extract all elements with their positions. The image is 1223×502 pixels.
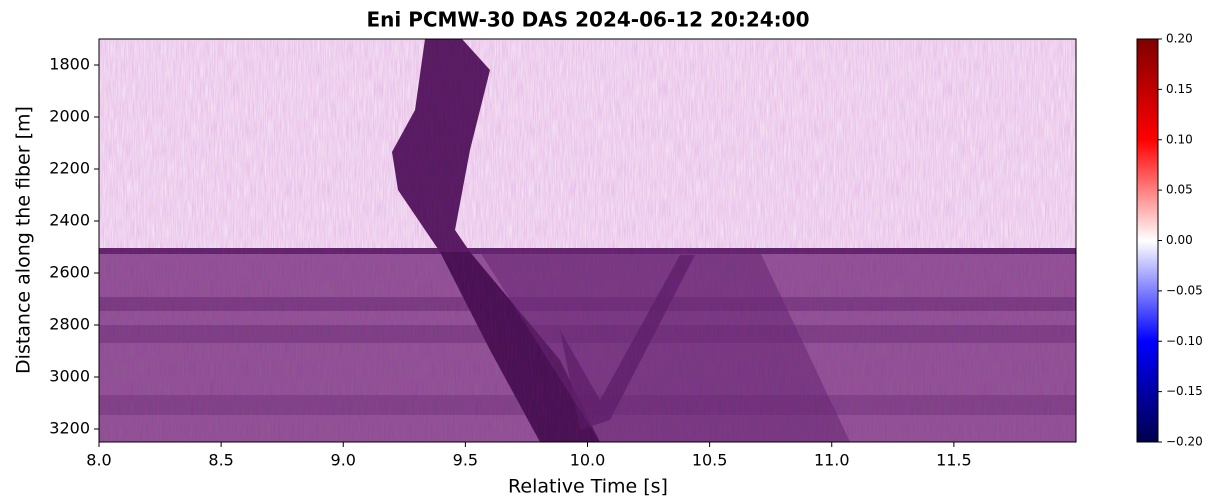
- y-tick-label: 2800: [49, 315, 90, 334]
- colorbar-tick-label: −0.05: [1166, 283, 1203, 297]
- colorbar: [1136, 38, 1159, 443]
- colorbar-tick-label: 0.05: [1166, 183, 1193, 197]
- colorbar-tick-label: −0.20: [1166, 435, 1203, 449]
- y-axis-label: Distance along the fiber [m]: [13, 106, 35, 374]
- y-tick-label: 3000: [49, 367, 90, 386]
- x-tick-label: 8.0: [86, 451, 111, 470]
- texture: [99, 39, 1076, 442]
- x-tick-label: 9.0: [331, 451, 356, 470]
- y-tick-label: 2600: [49, 263, 90, 282]
- y-tick-label: 3200: [49, 419, 90, 438]
- colorbar-tick-label: 0.00: [1166, 233, 1193, 247]
- y-tick-label: 1800: [49, 55, 90, 74]
- colorbar-tick-label: 0.20: [1166, 32, 1193, 46]
- colorbar-tick-label: 0.10: [1166, 132, 1193, 146]
- x-tick-label: 10.0: [570, 451, 606, 470]
- x-tick-label: 11.0: [814, 451, 850, 470]
- y-tick-label: 2400: [49, 211, 90, 230]
- y-tick-label: 2200: [49, 159, 90, 178]
- x-tick-label: 9.5: [453, 451, 478, 470]
- y-tick-label: 2000: [49, 107, 90, 126]
- x-tick-label: 11.5: [936, 451, 972, 470]
- x-tick-label: 10.5: [692, 451, 728, 470]
- colorbar-tick-label: −0.15: [1166, 384, 1203, 398]
- colorbar-tick-label: 0.15: [1166, 82, 1193, 96]
- chart-title: Eni PCMW-30 DAS 2024-06-12 20:24:00: [366, 8, 809, 32]
- x-tick-label: 8.5: [208, 451, 233, 470]
- heatmap-image: [99, 39, 1076, 442]
- colorbar-tick-label: −0.10: [1166, 334, 1203, 348]
- x-axis-label: Relative Time [s]: [508, 476, 668, 498]
